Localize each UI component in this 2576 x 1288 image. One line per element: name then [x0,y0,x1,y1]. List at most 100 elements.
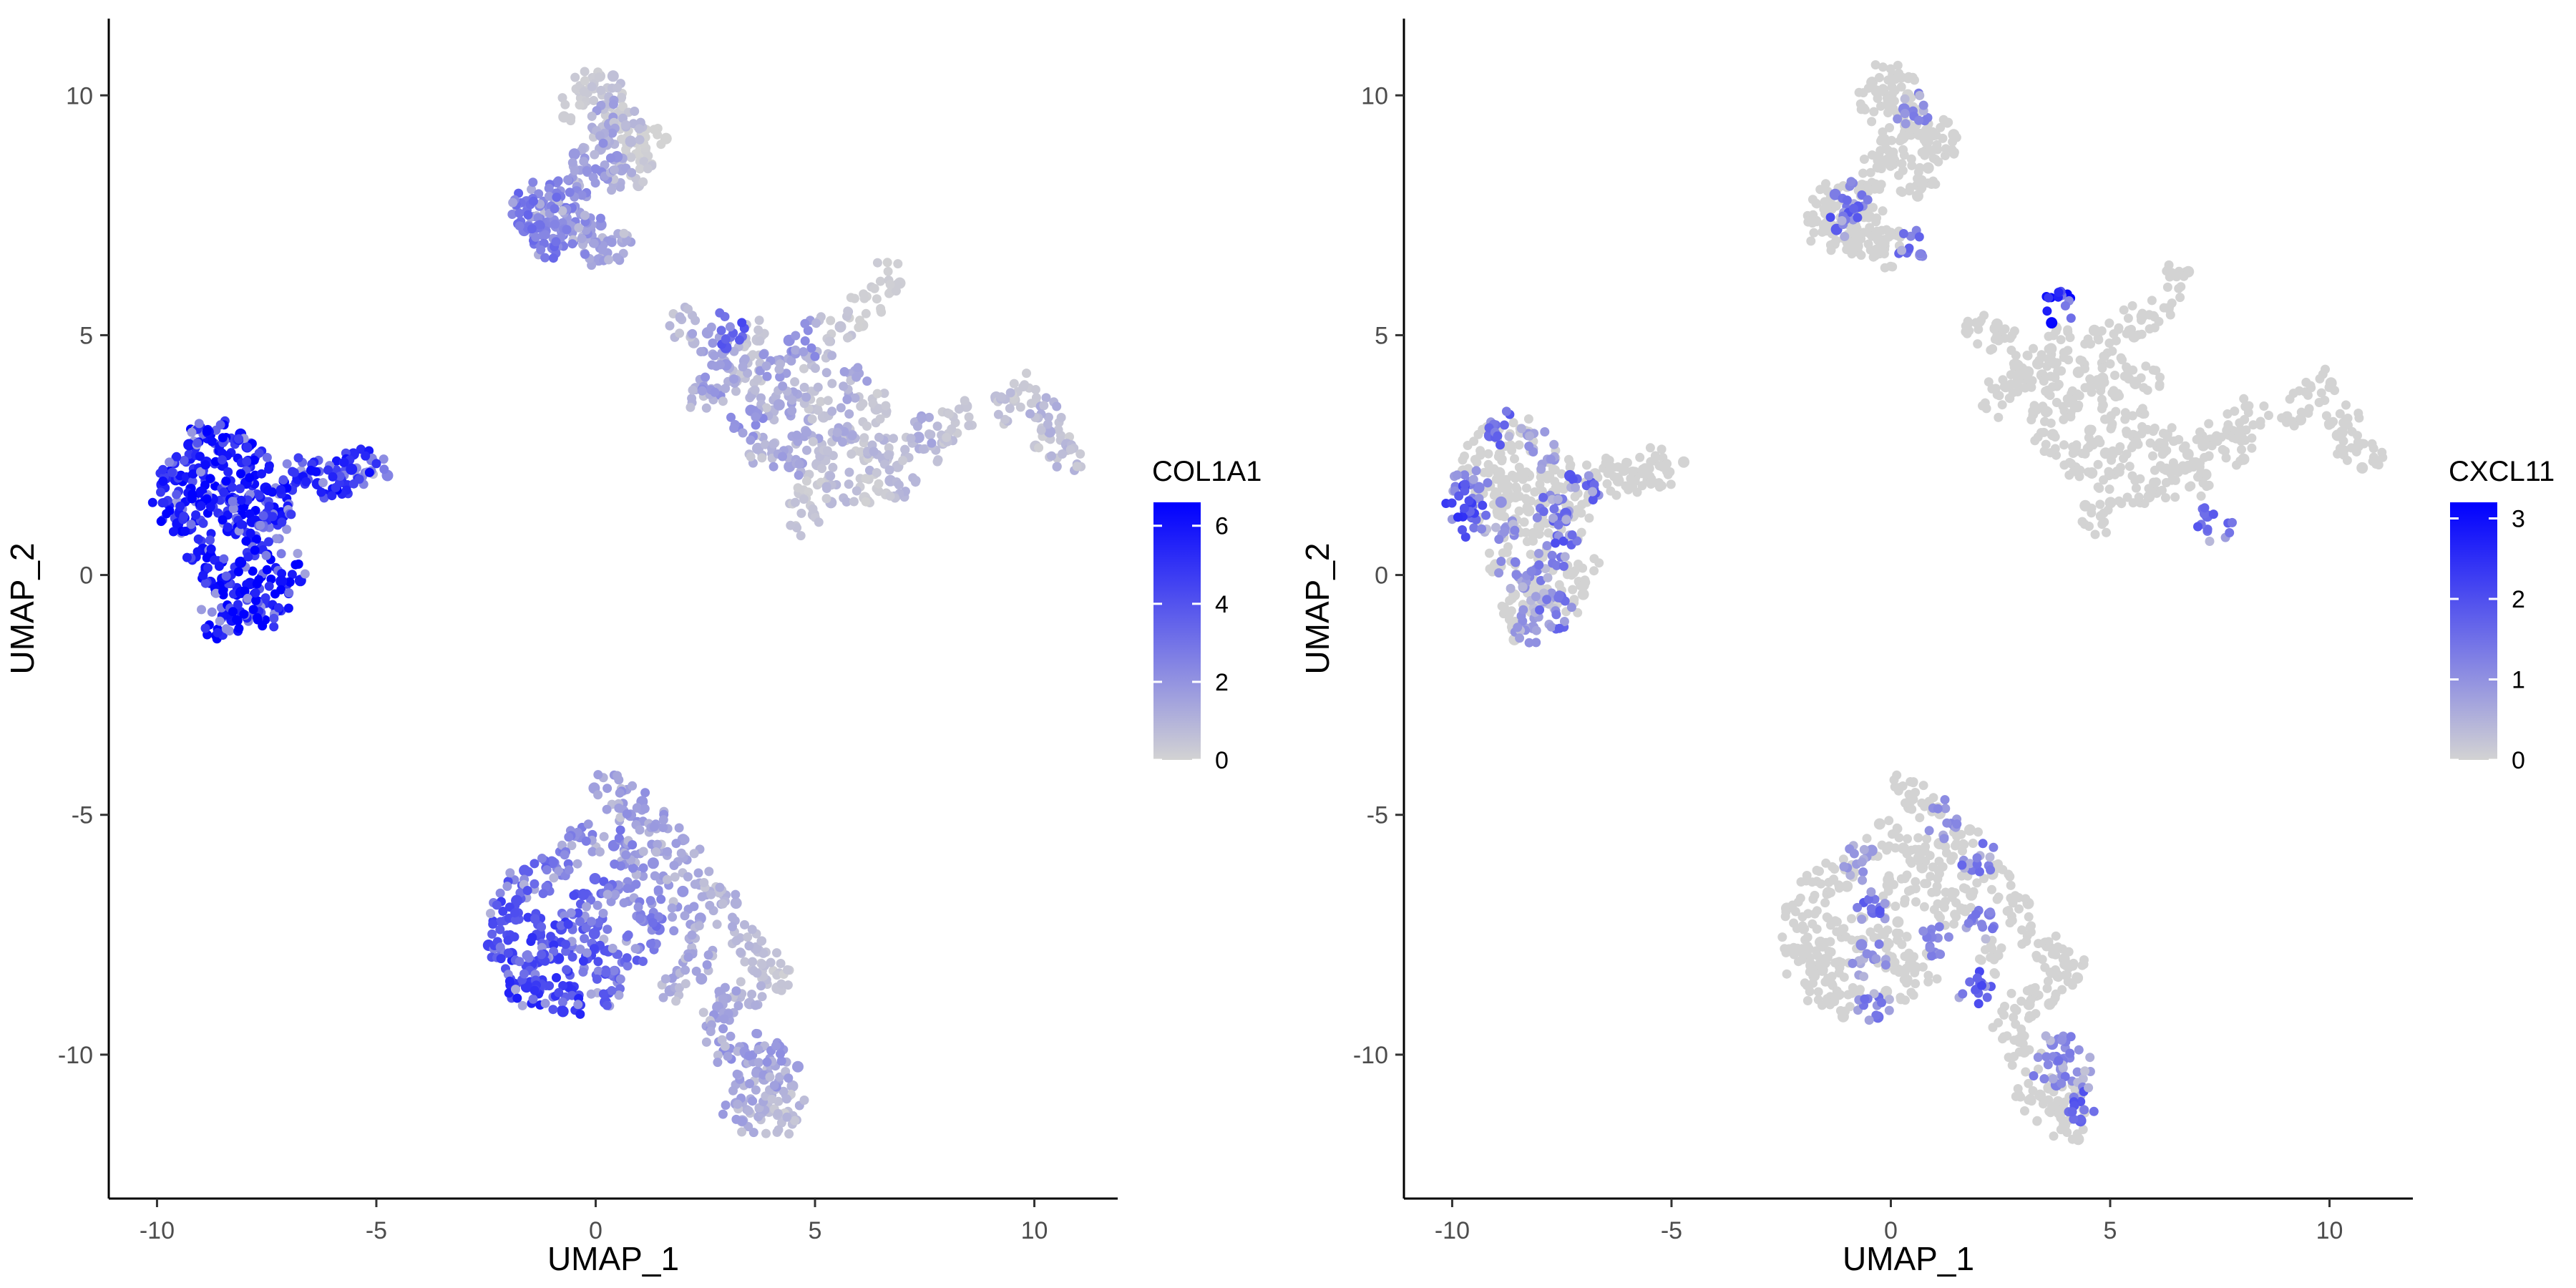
data-point-jitter [583,819,593,829]
data-point-jitter [1867,117,1877,127]
data-point-jitter [2114,391,2124,401]
data-point-jitter [537,950,547,960]
data-point-jitter [744,1051,754,1061]
data-point-jitter [1813,987,1823,997]
data-point-jitter [269,613,279,623]
data-point-jitter [607,986,617,995]
data-point-jitter [2072,972,2082,982]
data-point-jitter [754,316,764,326]
data-point-jitter [1832,917,1842,927]
data-point-jitter [508,197,518,208]
data-point-jitter [1543,470,1553,480]
data-point-jitter [675,312,685,322]
data-point-jitter [884,443,894,453]
data-point-jitter [1898,145,1908,155]
data-point-jitter [565,187,575,197]
data-point-jitter [1531,638,1541,648]
y-tick-label: 0 [1375,562,1388,590]
data-point-jitter [573,1000,583,1010]
data-point-jitter [2005,872,2015,882]
data-point-jitter [701,372,711,382]
data-point-jitter [1494,568,1504,578]
data-point-jitter [1794,945,1804,955]
data-point-jitter [587,82,597,92]
data-point-jitter [680,911,690,921]
data-point-jitter [2285,394,2295,404]
data-point-jitter [600,160,610,170]
data-point-jitter [2178,444,2188,453]
data-point-jitter [1030,385,1040,394]
data-point-jitter [1864,894,1873,904]
data-point-jitter [2247,433,2257,443]
data-point [568,148,580,160]
data-point-jitter [2243,408,2253,417]
data-point-jitter [544,183,554,193]
x-tick-label: 10 [2316,1217,2343,1244]
data-point-jitter [1974,827,1983,837]
data-point-jitter [1536,472,1546,482]
data-point-jitter [1602,479,1612,489]
data-point-jitter [218,515,228,525]
data-point-jitter [740,354,750,364]
data-point-jitter [509,932,519,942]
data-point-jitter [731,986,741,996]
data-point-jitter [631,879,641,889]
data-point-jitter [736,947,746,957]
data-point-jitter [2108,449,2118,459]
data-point-jitter [626,152,636,162]
data-point-jitter [594,918,604,928]
data-point-jitter [1815,867,1824,877]
data-point-jitter [2095,499,2105,509]
y-tick-label: 5 [1375,322,1388,349]
data-point-jitter [954,404,964,414]
data-point-jitter [1589,479,1599,489]
data-point-jitter [2067,1107,2077,1117]
data-point-jitter [2072,1067,2082,1077]
data-point-jitter [527,932,537,942]
data-point-jitter [2074,1045,2084,1055]
data-point-jitter [850,393,860,403]
data-point-jitter [531,232,541,242]
data-point-jitter [792,430,802,440]
data-point-jitter [514,221,525,231]
data-point-jitter [1894,783,1904,793]
data-point-jitter [2064,947,2074,957]
data-point-jitter [1859,844,1869,854]
data-point-jitter [1826,888,1835,897]
data-point-jitter [1946,855,1956,865]
data-point-jitter [1958,846,1967,856]
data-point-jitter [854,323,864,333]
data-point-jitter [813,405,823,415]
data-point-jitter [701,403,711,413]
data-point-jitter [2033,1053,2043,1063]
data-point-jitter [546,932,556,942]
data-point-jitter [180,527,190,536]
data-point-jitter [690,879,700,889]
data-point-jitter [718,899,728,909]
data-point-jitter [528,177,538,187]
data-point-jitter [1883,75,1893,85]
data-point-jitter [562,965,572,975]
data-point-jitter [826,316,836,326]
data-point-jitter [1454,491,1464,501]
data-point-jitter [1800,978,1810,988]
data-point-jitter [172,489,182,499]
data-point-jitter [824,336,834,346]
data-point-jitter [2054,972,2063,982]
data-point-jitter [1981,945,1990,955]
data-point-jitter [1900,94,1910,104]
data-point-jitter [1936,122,1946,132]
data-point-jitter [590,150,600,160]
data-point-jitter [2127,301,2137,311]
data-point [2088,324,2100,336]
data-point-jitter [2161,493,2170,503]
data-point-jitter [2007,916,2017,925]
data-point-jitter [898,456,908,466]
data-point-jitter [300,569,310,579]
data-point-jitter [1582,460,1591,470]
data-point-jitter [2102,527,2111,537]
data-point-jitter [1807,877,1818,887]
data-point-jitter [245,473,255,483]
data-point-jitter [1820,197,1830,207]
data-point-jitter [557,997,567,1007]
